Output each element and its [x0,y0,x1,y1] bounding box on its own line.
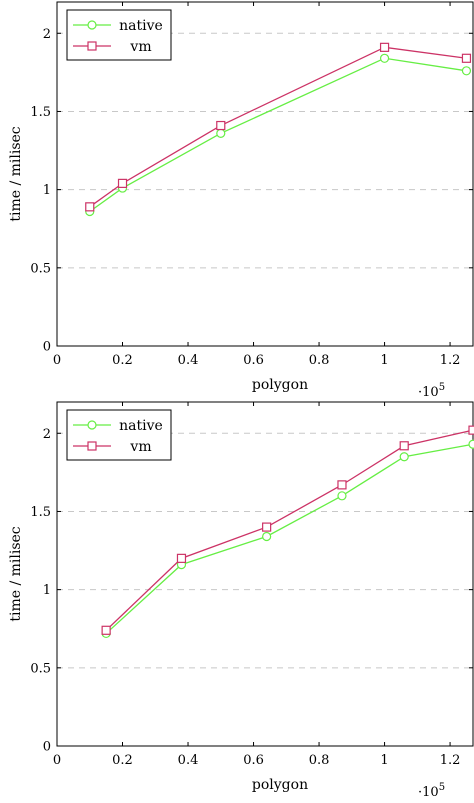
x-tick-label: 0.2 [112,353,133,368]
x-axis-label: polygon [252,377,308,393]
x-tick-label: 1 [380,353,388,368]
x-tick-label: 0.4 [178,353,199,368]
y-tick-label: 0.5 [30,261,51,276]
y-tick-label: 1.5 [30,505,51,520]
chart-panel-1: 0 0.5 1 1.5 2 0 0.2 0.4 0.6 0.8 1 1.2 polygon time / … [8,1,474,400]
legend-label-native: native [119,18,163,34]
x-tick-label: 0.6 [243,753,264,768]
x-tick-label: 0.4 [178,753,199,768]
x-tick-label: 1.2 [440,753,461,768]
legend: native vm [66,409,172,461]
data-point-vm [117,178,128,188]
x-tick-label: 0.8 [309,353,330,368]
data-point-vm [468,425,474,435]
data-point-vm [399,441,409,451]
legend-marker-native [87,20,97,30]
series-line-vm [89,46,467,208]
x-multiplier-label: ·105 [418,782,445,798]
y-tick-label: 2 [43,427,51,442]
data-point-vm [216,120,226,131]
data-point-vm [461,53,472,63]
data-point-native [468,439,474,449]
data-point-native [216,128,226,138]
y-tick-label: 1.5 [30,105,51,120]
series-line-native [89,57,467,213]
data-point-vm [176,553,187,563]
legend-marker-native [87,420,97,430]
y-tick-label: 0 [43,740,51,755]
data-point-native [399,452,409,462]
legend-box [66,9,172,61]
x-tick-label: 0 [53,753,61,768]
legend-label-vm: vm [129,439,151,455]
legend-marker-vm [87,41,97,51]
x-tick-label: 0.2 [112,753,133,768]
x-tick-label: 0 [53,353,61,368]
x-tick-label: 1.2 [440,353,461,368]
x-axis-label: polygon [252,777,308,793]
plot-frame [56,401,474,747]
data-point-vm [262,522,272,532]
y-tick-label: 0.5 [30,661,51,676]
data-point-native [379,53,390,63]
x-tick-label: 0.6 [243,353,264,368]
y-tick-label: 2 [43,27,51,42]
series-line-native [105,443,474,634]
x-tick-label: 1 [380,753,388,768]
y-tick-label: 0 [43,340,51,355]
series-line-vm [105,429,474,631]
legend: native vm [66,9,172,61]
data-point-vm [337,480,347,490]
y-tick-label: 1 [43,183,51,198]
x-multiplier-label: ·105 [418,382,445,400]
data-point-vm [379,42,390,52]
data-point-native [461,66,472,76]
legend-marker-vm [87,441,97,451]
data-point-vm [101,625,111,635]
x-tick-label: 0.8 [309,753,330,768]
data-point-vm [85,202,95,212]
legend-label-native: native [119,418,163,434]
legend-label-vm: vm [129,39,151,55]
y-axis-label: time / milisec [8,126,24,221]
data-point-native [262,531,272,542]
y-axis-label: time / milisec [8,526,24,621]
chart-panel-2: 0 0.5 1 1.5 2 0 0.2 0.4 0.6 0.8 1 1.2 polygon time / … [8,401,474,800]
legend-box [66,409,172,461]
y-tick-label: 1 [43,583,51,598]
plot-frame [56,1,474,347]
data-point-native [337,491,347,501]
